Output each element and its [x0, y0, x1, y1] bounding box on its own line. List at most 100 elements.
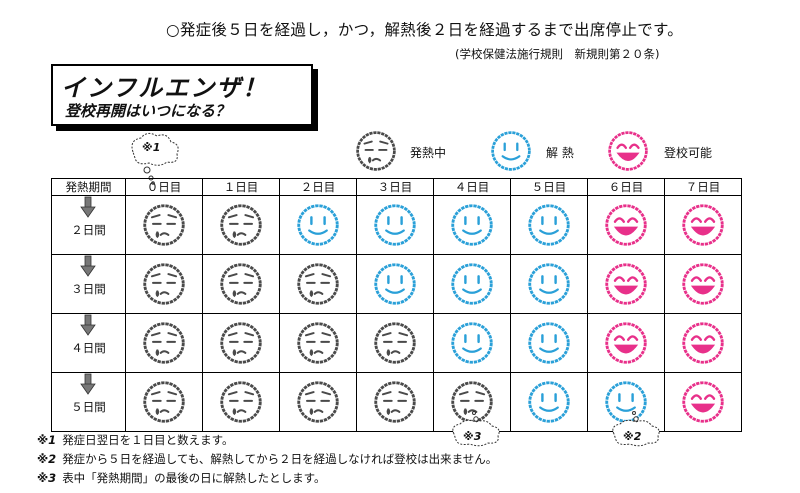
corner-header: 発熱期間 — [51, 178, 126, 196]
day-cell-fever — [202, 195, 280, 255]
schedule-table: 発熱期間 ０日目 １日目 ２日目 ３日目 ４日目 ５日目 ６日目 ７日目 ２日間… — [51, 178, 742, 432]
fever-face-icon — [143, 263, 185, 305]
callout-2-cloud — [612, 411, 660, 447]
fever-face-icon — [220, 204, 262, 246]
day-cell-fever — [202, 254, 280, 314]
day-cell-can-attend — [587, 195, 665, 255]
recovered-face-icon — [451, 204, 493, 246]
can-attend-face-icon — [682, 204, 724, 246]
rule-text: ○発症後５日を経過し，かつ，解熱後２日を経過するまで出席停止です。 — [166, 21, 684, 39]
day-cell-fever — [125, 313, 203, 373]
can-attend-face-icon — [682, 263, 724, 305]
footnote-text: 発症から５日を経過しても、解熱してから２日を経過しなければ登校は出来ません。 — [62, 452, 498, 466]
day-cell-can-attend — [664, 254, 742, 314]
day-cell-recovered — [510, 372, 588, 432]
title-subtitle: 登校再開はいつになる？ — [65, 102, 231, 120]
recovered-face-icon — [374, 204, 416, 246]
can-attend-face-icon — [605, 204, 647, 246]
schedule-row: ２日間 — [51, 195, 742, 255]
schedule-row: ５日間 — [51, 372, 742, 432]
footnote-text: 表中「発熱期間」の最後の日に解熱したとします。 — [62, 471, 326, 485]
recovered-face-icon — [451, 322, 493, 364]
title-box: インフルエンザ！ 登校再開はいつになる？ — [51, 64, 313, 126]
day-cell-fever — [356, 313, 434, 373]
day-cell-can-attend — [664, 372, 742, 432]
can-attend-face-icon — [682, 381, 724, 423]
day-cell-can-attend — [587, 254, 665, 314]
recovered-face-icon — [451, 263, 493, 305]
day-cell-fever — [125, 195, 203, 255]
day-cell-recovered — [433, 195, 511, 255]
footnote-mark: ※3 — [37, 471, 57, 485]
day-cell-recovered — [510, 313, 588, 373]
fever-face-icon — [356, 131, 396, 171]
arrow-down-icon — [80, 373, 96, 395]
day-header: ４日目 — [433, 178, 511, 196]
fever-face-icon — [297, 263, 339, 305]
day-cell-recovered — [356, 195, 434, 255]
day-cell-fever — [279, 254, 357, 314]
fever-face-icon — [220, 263, 262, 305]
day-header: ２日目 — [279, 178, 357, 196]
recovered-face-icon — [528, 204, 570, 246]
schedule-row: ３日間 — [51, 254, 742, 314]
day-header: ３日目 — [356, 178, 434, 196]
day-cell-fever — [125, 254, 203, 314]
period-cell: ４日間 — [51, 313, 126, 373]
recovered-face-icon — [297, 204, 339, 246]
can-attend-face-icon — [605, 322, 647, 364]
legend-recovered-face — [490, 130, 532, 172]
day-cell-recovered — [510, 195, 588, 255]
fever-face-icon — [374, 381, 416, 423]
footnote-mark: ※2 — [37, 452, 57, 466]
legend-fever-label: 発熱中 — [410, 146, 447, 160]
fever-face-icon — [143, 322, 185, 364]
day-cell-fever — [279, 372, 357, 432]
period-cell: ５日間 — [51, 372, 126, 432]
day-cell-recovered — [433, 313, 511, 373]
period-cell: ２日間 — [51, 195, 126, 255]
day-cell-can-attend — [664, 313, 742, 373]
header-row: 発熱期間 ０日目 １日目 ２日目 ３日目 ４日目 ５日目 ６日目 ７日目 — [51, 178, 742, 196]
day-cell-can-attend — [587, 313, 665, 373]
day-cell-recovered — [510, 254, 588, 314]
fever-face-icon — [220, 381, 262, 423]
callout-3-label: ※3 — [463, 430, 482, 443]
day-header: ５日目 — [510, 178, 588, 196]
legend-recovered-label: 解 熱 — [546, 146, 574, 160]
period-label: ５日間 — [71, 400, 106, 414]
footnote-mark: ※1 — [37, 433, 57, 447]
footnote-3: ※3 表中「発熱期間」の最後の日に解熱したとします。 — [37, 470, 326, 486]
day-cell-can-attend — [664, 195, 742, 255]
period-cell: ３日間 — [51, 254, 126, 314]
arrow-down-icon — [80, 196, 96, 218]
fever-face-icon — [297, 322, 339, 364]
legend-fever-face — [355, 130, 397, 172]
day-header: ７日目 — [664, 178, 742, 196]
title-main: インフルエンザ！ — [61, 74, 269, 102]
day-cell-recovered — [356, 254, 434, 314]
recovered-face-icon — [374, 263, 416, 305]
can-attend-face-icon — [608, 131, 648, 171]
can-attend-face-icon — [682, 322, 724, 364]
day-cell-fever — [202, 313, 280, 373]
day-cell-recovered — [433, 254, 511, 314]
callout-3-cloud — [452, 411, 500, 447]
fever-face-icon — [220, 322, 262, 364]
footnote-text: 発症日翌日を１日目と数えます。 — [62, 433, 234, 447]
day-cell-fever — [356, 372, 434, 432]
schedule-row: ４日間 — [51, 313, 742, 373]
day-cell-fever — [202, 372, 280, 432]
callout-1-label: ※1 — [142, 141, 161, 154]
day-cell-fever — [125, 372, 203, 432]
day-cell-fever — [279, 313, 357, 373]
callout-2-label: ※2 — [623, 430, 642, 443]
period-label: ２日間 — [71, 223, 106, 237]
footnote-1: ※1 発症日翌日を１日目と数えます。 — [37, 432, 234, 448]
recovered-face-icon — [528, 322, 570, 364]
arrow-down-icon — [80, 314, 96, 336]
recovered-face-icon — [491, 131, 531, 171]
recovered-face-icon — [528, 381, 570, 423]
fever-face-icon — [297, 381, 339, 423]
fever-face-icon — [143, 381, 185, 423]
